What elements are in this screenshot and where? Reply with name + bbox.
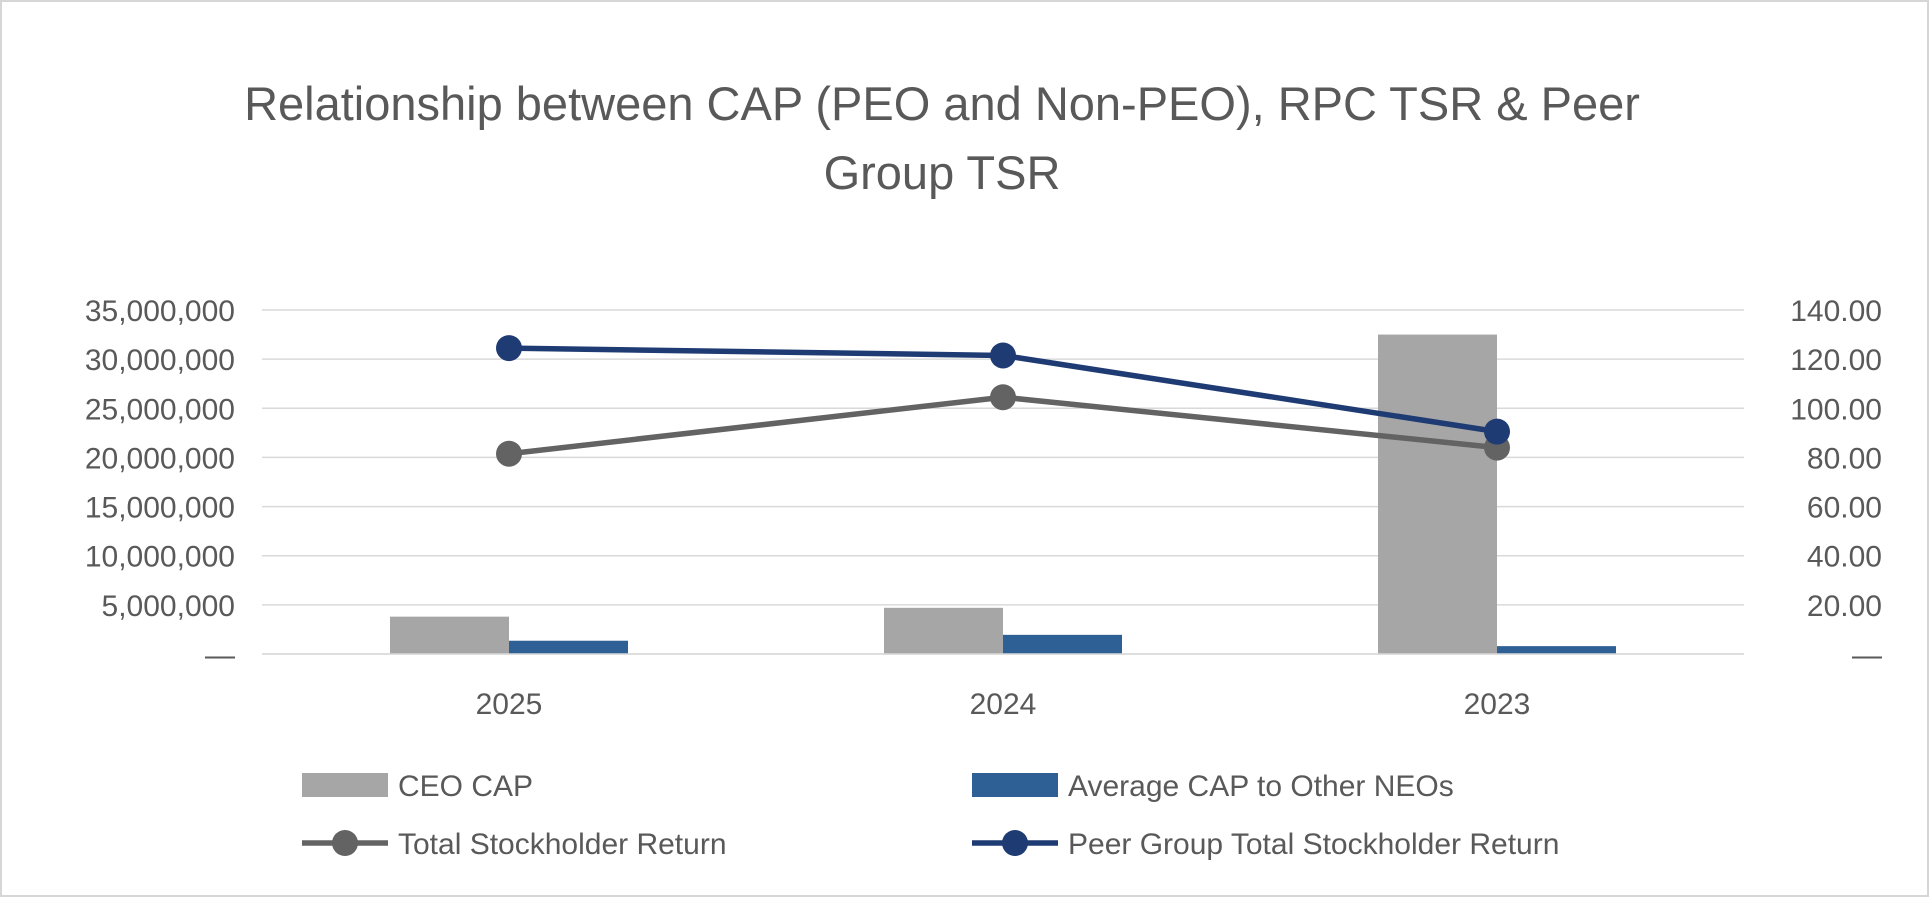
right-tick-label: 120.00 bbox=[1790, 344, 1882, 377]
x-tick-label: 2025 bbox=[476, 688, 543, 721]
bar-average-cap-to-other-neos bbox=[1497, 646, 1616, 654]
x-axis: 2025 2024 2023 bbox=[262, 653, 1744, 721]
legend-swatch bbox=[972, 773, 1058, 797]
bars bbox=[390, 334, 1616, 654]
line-point bbox=[990, 384, 1016, 411]
legend-label: Peer Group Total Stockholder Return bbox=[1068, 828, 1559, 861]
right-axis-tick-labels: — 20.00 40.00 60.00 80.00 100.00 120.00 140.00 bbox=[1790, 295, 1882, 672]
legend-item: Total Stockholder Return bbox=[302, 828, 727, 861]
line-point bbox=[1484, 418, 1510, 445]
left-tick-label: — bbox=[205, 639, 235, 672]
line-point bbox=[990, 342, 1016, 369]
lines bbox=[496, 335, 1510, 467]
bar-ceo-cap bbox=[1378, 334, 1497, 654]
bar-ceo-cap bbox=[390, 616, 509, 654]
chart-title-line2: Group TSR bbox=[824, 146, 1061, 199]
right-tick-label: 20.00 bbox=[1807, 590, 1882, 623]
legend: CEO CAP Average CAP to Other NEOs Total St… bbox=[302, 770, 1559, 861]
right-tick-label: 140.00 bbox=[1790, 295, 1882, 328]
left-tick-label: 5,000,000 bbox=[102, 590, 235, 623]
left-tick-label: 25,000,000 bbox=[85, 393, 235, 426]
legend-item: Average CAP to Other NEOs bbox=[972, 770, 1454, 803]
legend-label: Average CAP to Other NEOs bbox=[1068, 770, 1454, 803]
right-tick-label: — bbox=[1852, 639, 1882, 672]
right-tick-label: 80.00 bbox=[1807, 442, 1882, 475]
left-tick-label: 30,000,000 bbox=[85, 344, 235, 377]
left-axis-tick-labels: — 5,000,000 10,000,000 15,000,000 20,000,000… bbox=[85, 295, 235, 672]
x-tick-label: 2023 bbox=[1464, 688, 1531, 721]
left-tick-label: 10,000,000 bbox=[85, 541, 235, 574]
line-point bbox=[496, 440, 522, 467]
left-tick-label: 20,000,000 bbox=[85, 442, 235, 475]
legend-label: CEO CAP bbox=[398, 770, 533, 803]
right-tick-label: 40.00 bbox=[1807, 541, 1882, 574]
legend-marker bbox=[1002, 830, 1028, 856]
bar-average-cap-to-other-neos bbox=[1003, 634, 1122, 654]
x-tick-label: 2024 bbox=[970, 688, 1037, 721]
legend-item: Peer Group Total Stockholder Return bbox=[972, 828, 1559, 861]
legend-marker bbox=[332, 830, 358, 856]
legend-item: CEO CAP bbox=[302, 770, 533, 803]
bar-average-cap-to-other-neos bbox=[509, 640, 628, 654]
chart-title-line1: Relationship between CAP (PEO and Non-PE… bbox=[244, 77, 1640, 130]
bar-ceo-cap bbox=[884, 607, 1003, 654]
legend-label: Total Stockholder Return bbox=[398, 828, 727, 861]
left-tick-label: 15,000,000 bbox=[85, 492, 235, 525]
right-tick-label: 60.00 bbox=[1807, 492, 1882, 525]
right-tick-label: 100.00 bbox=[1790, 393, 1882, 426]
left-tick-label: 35,000,000 bbox=[85, 295, 235, 328]
legend-swatch bbox=[302, 773, 388, 797]
line-point bbox=[496, 335, 522, 362]
